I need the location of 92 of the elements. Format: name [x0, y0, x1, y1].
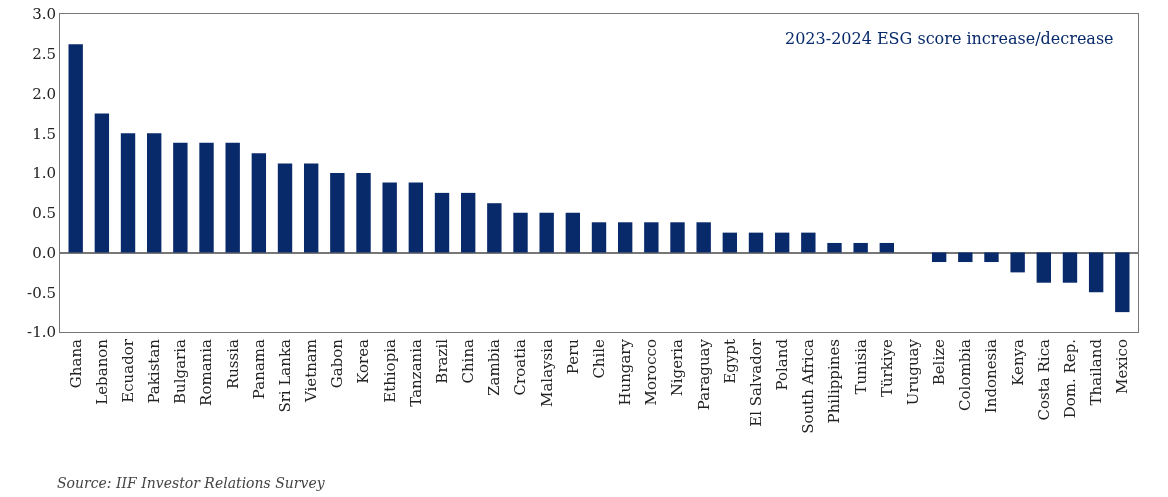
bar: [984, 252, 999, 263]
x-tick-label: Nigeria: [668, 338, 687, 397]
x-tick-label: Ecuador: [118, 338, 137, 403]
bar: [330, 173, 345, 253]
bar: [1010, 252, 1025, 273]
bar: [931, 252, 947, 263]
bar: [147, 133, 162, 253]
source-note: Source: IIF Investor Relations Survey: [57, 475, 326, 491]
bar: [539, 212, 554, 253]
x-tick-label: Kenya: [1008, 338, 1027, 386]
x-tick-label: South Africa: [799, 338, 818, 434]
bar: [277, 163, 293, 253]
x-tick-label: Ethiopia: [380, 338, 399, 403]
bar: [617, 222, 633, 253]
bar: [356, 173, 371, 253]
bar: [801, 232, 816, 253]
bar: [460, 192, 476, 253]
x-tick-label: Paraguay: [694, 338, 713, 411]
bar: [696, 222, 711, 253]
bar: [958, 252, 973, 263]
bar: [199, 142, 214, 253]
x-tick-label: Brazil: [432, 338, 451, 384]
x-tick-label: Bulgaria: [171, 338, 190, 404]
x-tick-label: Chile: [589, 338, 608, 379]
x-tick-label: Vietnam: [302, 339, 321, 404]
x-tick-label: Thailand: [1087, 338, 1106, 406]
bar: [1088, 252, 1104, 293]
x-tick-label: Indonesia: [982, 338, 1001, 414]
x-tick-label: Poland: [773, 338, 792, 391]
x-tick-label: Romania: [197, 338, 216, 406]
x-tick-label: Hungary: [616, 338, 635, 406]
y-tick-label: -0.5: [27, 283, 56, 302]
x-tick-label: Peru: [563, 338, 582, 375]
x-tick-label: Costa Rica: [1034, 338, 1053, 421]
bar: [225, 142, 240, 253]
bar: [644, 222, 659, 253]
bar: [303, 163, 319, 253]
x-tick-label: Tanzania: [406, 338, 425, 407]
x-tick-label: Dom. Rep.: [1060, 339, 1079, 419]
x-tick-label: Tunisia: [851, 338, 870, 395]
x-tick-label: Panama: [249, 338, 268, 400]
y-tick-label: 3.0: [32, 5, 56, 24]
bar: [722, 232, 738, 253]
y-tick-label: 2.5: [32, 45, 56, 63]
bar: [879, 242, 895, 253]
x-tick-label: Korea: [354, 338, 373, 384]
bar: [251, 153, 267, 253]
x-tick-label: Malaysia: [537, 338, 556, 407]
bar: [565, 212, 581, 253]
bar: [68, 44, 83, 253]
y-tick-label: 2.0: [32, 84, 56, 103]
bar: [748, 232, 764, 253]
y-tick-label: 0.5: [32, 204, 56, 222]
bar: [94, 113, 110, 253]
annotation: 2023-2024 ESG score increase/decrease: [785, 29, 1114, 48]
x-tick-label: Ghana: [66, 338, 85, 389]
x-tick-label: Gabon: [328, 338, 347, 389]
x-tick-label: China: [459, 338, 478, 384]
x-tick-label: Mexico: [1113, 339, 1132, 394]
x-tick-label: Russia: [223, 338, 242, 390]
bar: [120, 133, 136, 253]
y-tick-label: -1.0: [27, 323, 56, 342]
bar: [487, 203, 502, 253]
bar: [434, 192, 450, 253]
x-tick-label: Philippines: [825, 339, 844, 424]
x-tick-label: Lebanon: [92, 338, 111, 405]
x-tick-label: El Salvador: [746, 338, 765, 427]
bar: [591, 222, 607, 253]
x-tick-label: Uruguay: [903, 338, 922, 406]
x-tick-label: Morocco: [642, 339, 661, 406]
bar: [853, 242, 868, 253]
bar: [827, 242, 842, 253]
bar: [173, 142, 188, 253]
x-tick-label: Sri Lanka: [275, 338, 294, 413]
x-tick-label: Pakistan: [145, 338, 164, 404]
x-tick-label: Egypt: [720, 339, 739, 384]
bar: [670, 222, 685, 253]
x-tick-label: Türkiye: [877, 338, 896, 398]
x-tick-label: Croatia: [511, 338, 530, 396]
bar: [1036, 252, 1051, 283]
x-tick-label: Colombia: [956, 338, 975, 411]
bar: [774, 232, 790, 253]
bar: [1115, 252, 1130, 313]
bar: [513, 212, 528, 253]
y-tick-label: 1.0: [32, 164, 56, 183]
y-tick-label: 0.0: [32, 243, 56, 262]
x-tick-label: Zambia: [485, 338, 504, 396]
bar: [1062, 252, 1078, 283]
bar: [408, 182, 424, 253]
y-tick-label: 1.5: [32, 124, 56, 143]
x-tick-label: Belize: [930, 338, 949, 386]
bar: [382, 182, 397, 253]
